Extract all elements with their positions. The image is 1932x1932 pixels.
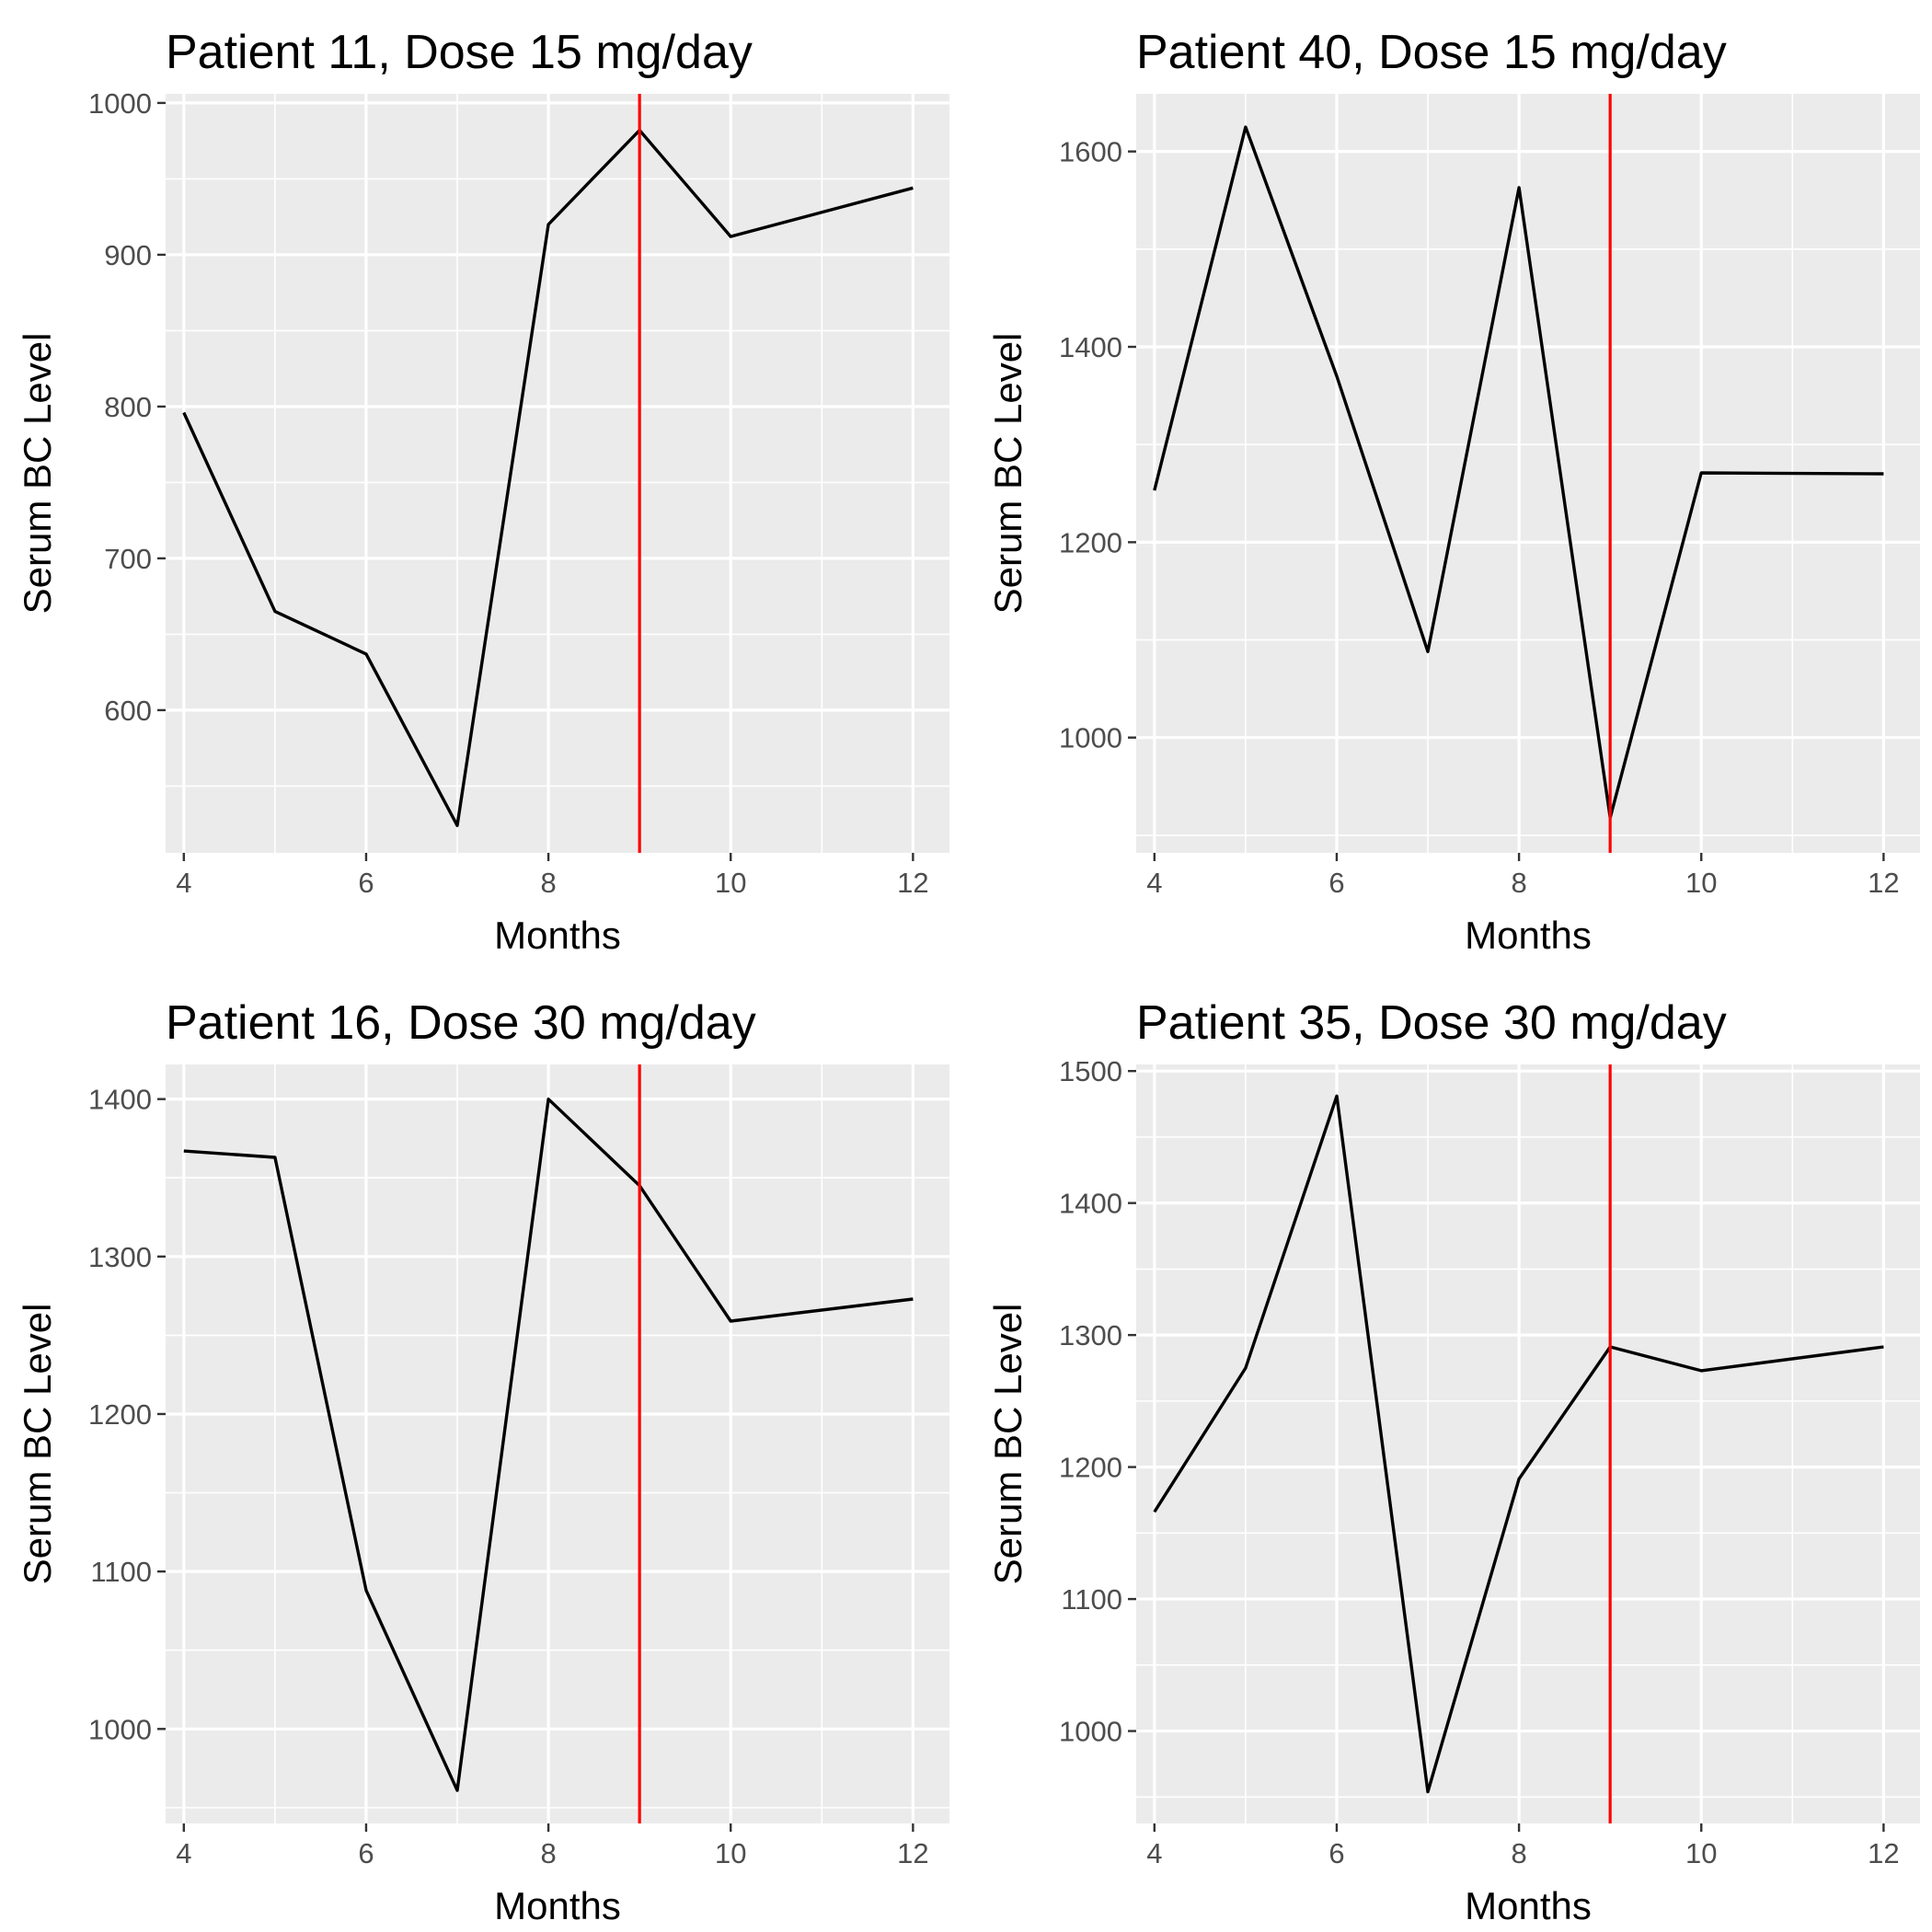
y-tick-label: 1300: [88, 1241, 152, 1273]
y-tick-label: 1200: [1059, 1452, 1122, 1484]
chart-panel-1: 600 700 800 900 1000 4 6 8 10 12 Patient 11, Dose …: [16, 26, 949, 957]
plot-background: [166, 94, 949, 853]
y-tick-label: 1400: [88, 1084, 152, 1116]
y-tick-label: 1400: [1059, 331, 1122, 363]
x-tick-label: 8: [540, 1837, 556, 1869]
x-tick-label: 4: [1146, 867, 1162, 899]
panel-title: Patient 35, Dose 30 mg/day: [1136, 996, 1727, 1050]
y-axis-label: Serum BC Level: [986, 1304, 1029, 1585]
series-line: [1153, 1094, 1884, 1794]
y-tick-label: 1200: [88, 1398, 152, 1431]
y-tick-label: 700: [104, 543, 152, 575]
x-tick-label: 6: [358, 867, 374, 899]
y-tick-label: 900: [104, 239, 152, 271]
y-axis-label: Serum BC Level: [986, 333, 1029, 615]
y-tick-label: 1500: [1059, 1055, 1122, 1087]
panel-title: Patient 16, Dose 30 mg/day: [166, 996, 756, 1050]
y-tick-label: 1000: [88, 1713, 152, 1745]
plot-background: [1136, 1064, 1920, 1823]
x-tick-label: 12: [897, 1837, 928, 1869]
x-tick-label: 4: [176, 867, 191, 899]
y-tick-label: 1000: [1059, 1716, 1122, 1748]
y-tick-label: 1600: [1059, 136, 1122, 168]
y-tick-label: 1200: [1059, 526, 1122, 558]
x-tick-label: 10: [715, 867, 746, 899]
series-line: [182, 128, 914, 827]
x-tick-label: 4: [176, 1837, 191, 1869]
y-axis-label: Serum BC Level: [16, 1304, 59, 1585]
x-tick-label: 8: [1511, 1837, 1526, 1869]
x-axis-label: Months: [494, 914, 621, 957]
y-tick-label: 1100: [1061, 1583, 1122, 1616]
x-tick-label: 6: [1328, 1837, 1344, 1869]
series-line: [1153, 125, 1884, 820]
series-line: [183, 1097, 914, 1792]
plot-background: [166, 1064, 949, 1823]
x-axis-label: Months: [1465, 914, 1592, 957]
y-tick-label: 1000: [1059, 722, 1122, 754]
y-tick-label: 800: [104, 391, 152, 423]
chart-panel-4: 1000 1100 1200 1300 1400 1500 4 6 8 10 12 Patient 3…: [986, 996, 1920, 1927]
x-axis-label: Months: [1465, 1884, 1592, 1927]
y-axis-label: Serum BC Level: [16, 333, 59, 615]
y-tick-label: 1000: [88, 87, 152, 120]
x-tick-label: 4: [1146, 1837, 1162, 1869]
x-tick-label: 10: [1685, 1837, 1717, 1869]
chart-panel-3: 1000 1100 1200 1300 1400 4 6 8 10 12 Patient 16, D…: [16, 996, 949, 1927]
x-tick-label: 10: [715, 1837, 746, 1869]
x-tick-label: 8: [1511, 867, 1526, 899]
chart-panels: 600 700 800 900 1000 4 6 8 10 12 Patient 11, Dose …: [16, 26, 1920, 1927]
x-tick-label: 12: [1868, 867, 1899, 899]
y-tick-label: 1300: [1059, 1319, 1122, 1351]
y-tick-label: 1100: [90, 1556, 152, 1588]
x-tick-label: 10: [1685, 867, 1717, 899]
x-tick-label: 12: [1868, 1837, 1899, 1869]
x-tick-label: 12: [897, 867, 928, 899]
x-tick-label: 6: [1328, 867, 1344, 899]
panel-title: Patient 40, Dose 15 mg/day: [1136, 26, 1727, 79]
y-tick-label: 1400: [1059, 1188, 1122, 1220]
x-tick-label: 6: [358, 1837, 374, 1869]
x-axis-label: Months: [494, 1884, 621, 1927]
chart-panel-2: 1000 1200 1400 1600 4 6 8 10 12 Patient 40, Dose …: [986, 26, 1920, 957]
y-tick-label: 600: [104, 695, 152, 727]
panel-title: Patient 11, Dose 15 mg/day: [166, 26, 753, 79]
x-tick-label: 8: [540, 867, 556, 899]
